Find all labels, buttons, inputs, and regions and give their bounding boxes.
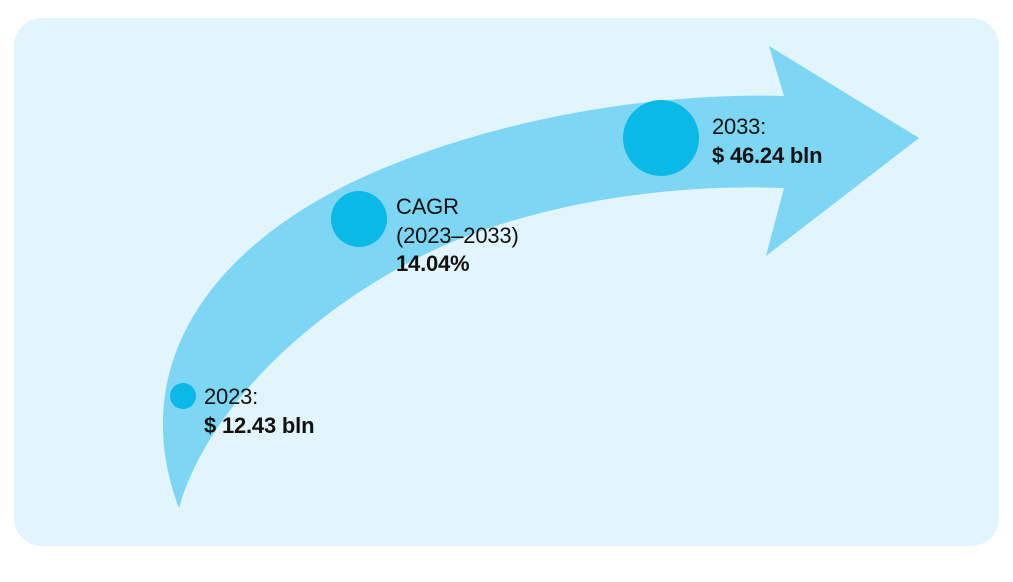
label-cagr-value: 14.04% [396,251,469,276]
label-2033: 2033: $ 46.24 bln [712,113,822,170]
growth-arrow [14,18,999,546]
label-2033-year: 2033: [712,114,766,139]
label-cagr-title: CAGR [396,194,459,219]
label-2023-value: $ 12.43 bln [204,413,314,438]
label-2023-year: 2023: [204,384,258,409]
milestone-dot-cagr [331,191,387,247]
milestone-dot-2023 [170,383,196,409]
milestone-dot-2033 [623,100,699,176]
diagram-panel: 2023: $ 12.43 bln CAGR (2023–2033) 14.04… [14,18,999,546]
label-cagr-range: (2023–2033) [396,223,519,248]
label-2033-value: $ 46.24 bln [712,143,822,168]
label-cagr: CAGR (2023–2033) 14.04% [396,193,519,279]
label-2023: 2023: $ 12.43 bln [204,383,314,440]
